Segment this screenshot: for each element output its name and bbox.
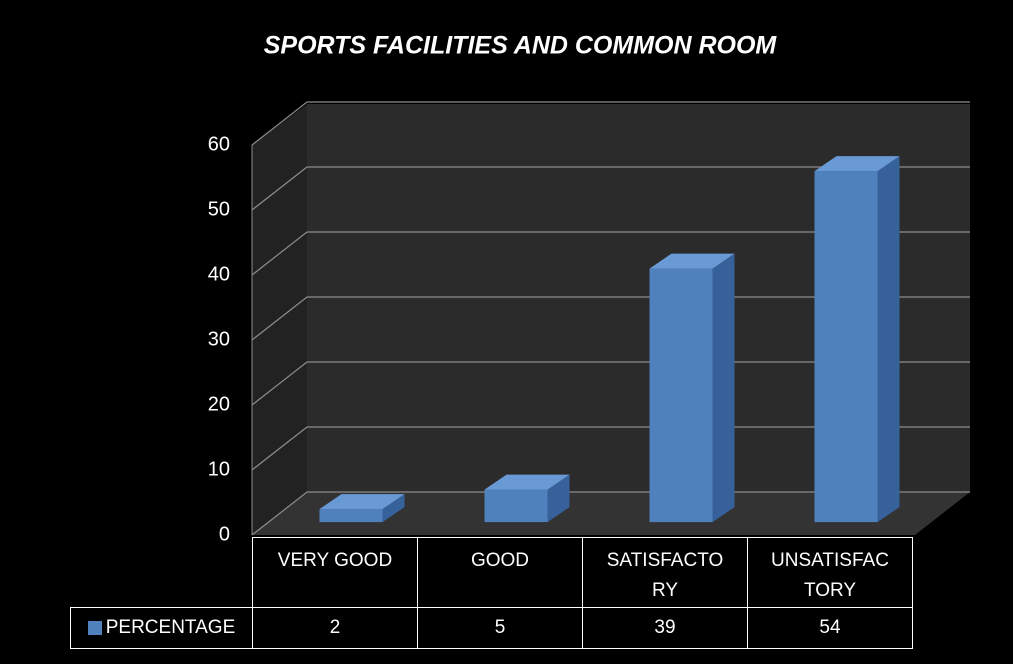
bar-top — [484, 474, 570, 490]
grid-line-side — [251, 166, 308, 211]
bar — [649, 268, 713, 523]
x-tick-label: UNSATISFACTORY — [747, 537, 913, 608]
y-tick-label: 20 — [208, 393, 230, 415]
grid-line-side — [251, 426, 308, 471]
bar — [319, 509, 383, 523]
bar-top — [814, 156, 900, 172]
chart-title: SPORTS FACILITIES AND COMMON ROOM — [264, 32, 778, 60]
cell-text: UNSATISFACTORY — [771, 550, 889, 601]
x-tick-label: SATISFACTORY — [582, 537, 748, 608]
cell-text: 2 — [329, 617, 341, 638]
table-value: 39 — [582, 607, 748, 649]
cell-text: VERY GOOD — [277, 550, 393, 571]
table-value: 2 — [252, 607, 418, 649]
y-tick-label: 60 — [208, 133, 230, 155]
cell-text: 54 — [819, 617, 841, 638]
cell-text: 39 — [654, 617, 676, 638]
y-tick-label: 50 — [208, 198, 230, 220]
grid-line-side — [251, 361, 308, 406]
bar — [814, 171, 878, 523]
bar-top — [649, 253, 735, 269]
bar-side — [712, 253, 735, 523]
grid-line-side — [251, 231, 308, 276]
bar-side — [547, 474, 570, 523]
bar-top — [319, 494, 405, 510]
y-tick-label: 0 — [219, 523, 230, 545]
cell-text: 5 — [494, 617, 506, 638]
grid-line-side — [251, 296, 308, 341]
y-tick-label: 40 — [208, 263, 230, 285]
side-wall — [252, 104, 307, 535]
floor — [252, 492, 970, 535]
bar-side — [877, 156, 900, 523]
table-value: 54 — [747, 607, 913, 649]
bar-side — [382, 494, 405, 523]
cell-text: SATISFACTORY — [606, 550, 724, 601]
cell-text: GOOD — [470, 550, 530, 571]
legend-key — [87, 621, 102, 635]
legend-cell: PERCENTAGE — [70, 607, 253, 649]
x-tick-label: GOOD — [417, 537, 583, 608]
y-tick-label: 30 — [208, 328, 230, 350]
x-tick-label: VERY GOOD — [252, 537, 418, 608]
table-value: 5 — [417, 607, 583, 649]
grid-line-side — [251, 101, 308, 146]
y-tick-label: 10 — [208, 458, 230, 480]
grid-line-side — [251, 491, 308, 536]
back-wall — [307, 104, 970, 492]
bar — [484, 489, 548, 523]
legend-label: PERCENTAGE — [105, 617, 236, 638]
